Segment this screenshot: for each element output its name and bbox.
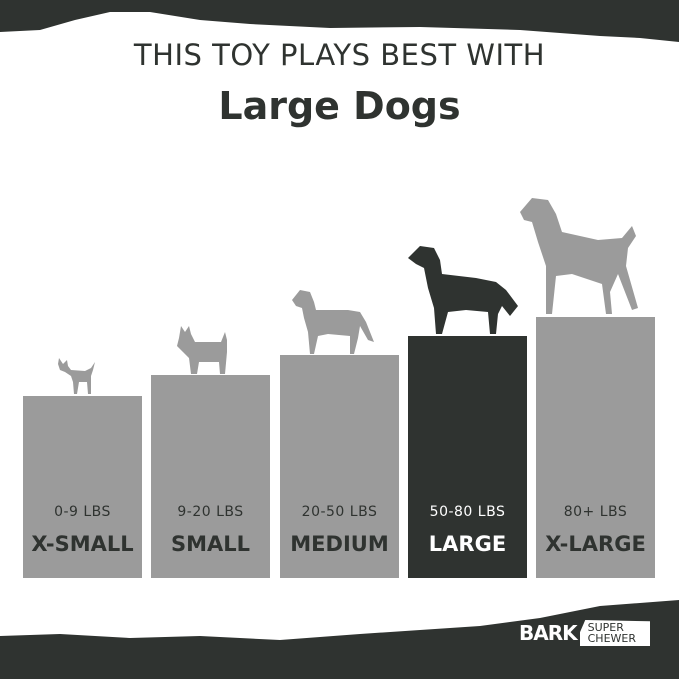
size-bar-large: 50-80 LBS LARGE — [408, 336, 527, 578]
bark-super-chewer-logo: BARK SUPER CHEWER — [519, 620, 650, 646]
size-label: SMALL — [170, 532, 251, 556]
weight-range: 20-50 LBS — [301, 504, 378, 520]
logo-brand: BARK — [519, 621, 578, 645]
torn-paper-top — [0, 0, 679, 42]
logo-badge: SUPER CHEWER — [579, 620, 650, 646]
size-bar-medium: 20-50 LBS MEDIUM — [280, 355, 399, 578]
header-line-1: THIS TOY PLAYS BEST WITH — [133, 38, 546, 72]
header-line-2: Large Dogs — [218, 84, 461, 128]
size-bar-x-small: 0-9 LBS X-SMALL — [23, 396, 142, 578]
weight-range: 50-80 LBS — [429, 504, 506, 520]
retriever-silhouette-icon — [408, 246, 518, 334]
size-label: X-LARGE — [545, 532, 646, 556]
size-label: MEDIUM — [290, 532, 389, 556]
logo-line-2: CHEWER — [587, 632, 636, 645]
weight-range: 9-20 LBS — [177, 504, 244, 520]
great-dane-silhouette-icon — [520, 198, 638, 314]
torn-paper-bottom — [0, 600, 679, 679]
logo-line-1: SUPER — [587, 621, 624, 634]
size-bar-small: 9-20 LBS SMALL — [151, 375, 270, 578]
size-bar-x-large: 80+ LBS X-LARGE — [536, 317, 655, 578]
chihuahua-silhouette-icon — [58, 358, 95, 394]
weight-range: 80+ LBS — [563, 504, 628, 520]
labrador-silhouette-icon — [292, 290, 374, 354]
size-label: X-SMALL — [31, 532, 134, 556]
size-label: LARGE — [428, 532, 507, 556]
weight-range: 0-9 LBS — [54, 504, 111, 520]
terrier-silhouette-icon — [177, 326, 227, 374]
